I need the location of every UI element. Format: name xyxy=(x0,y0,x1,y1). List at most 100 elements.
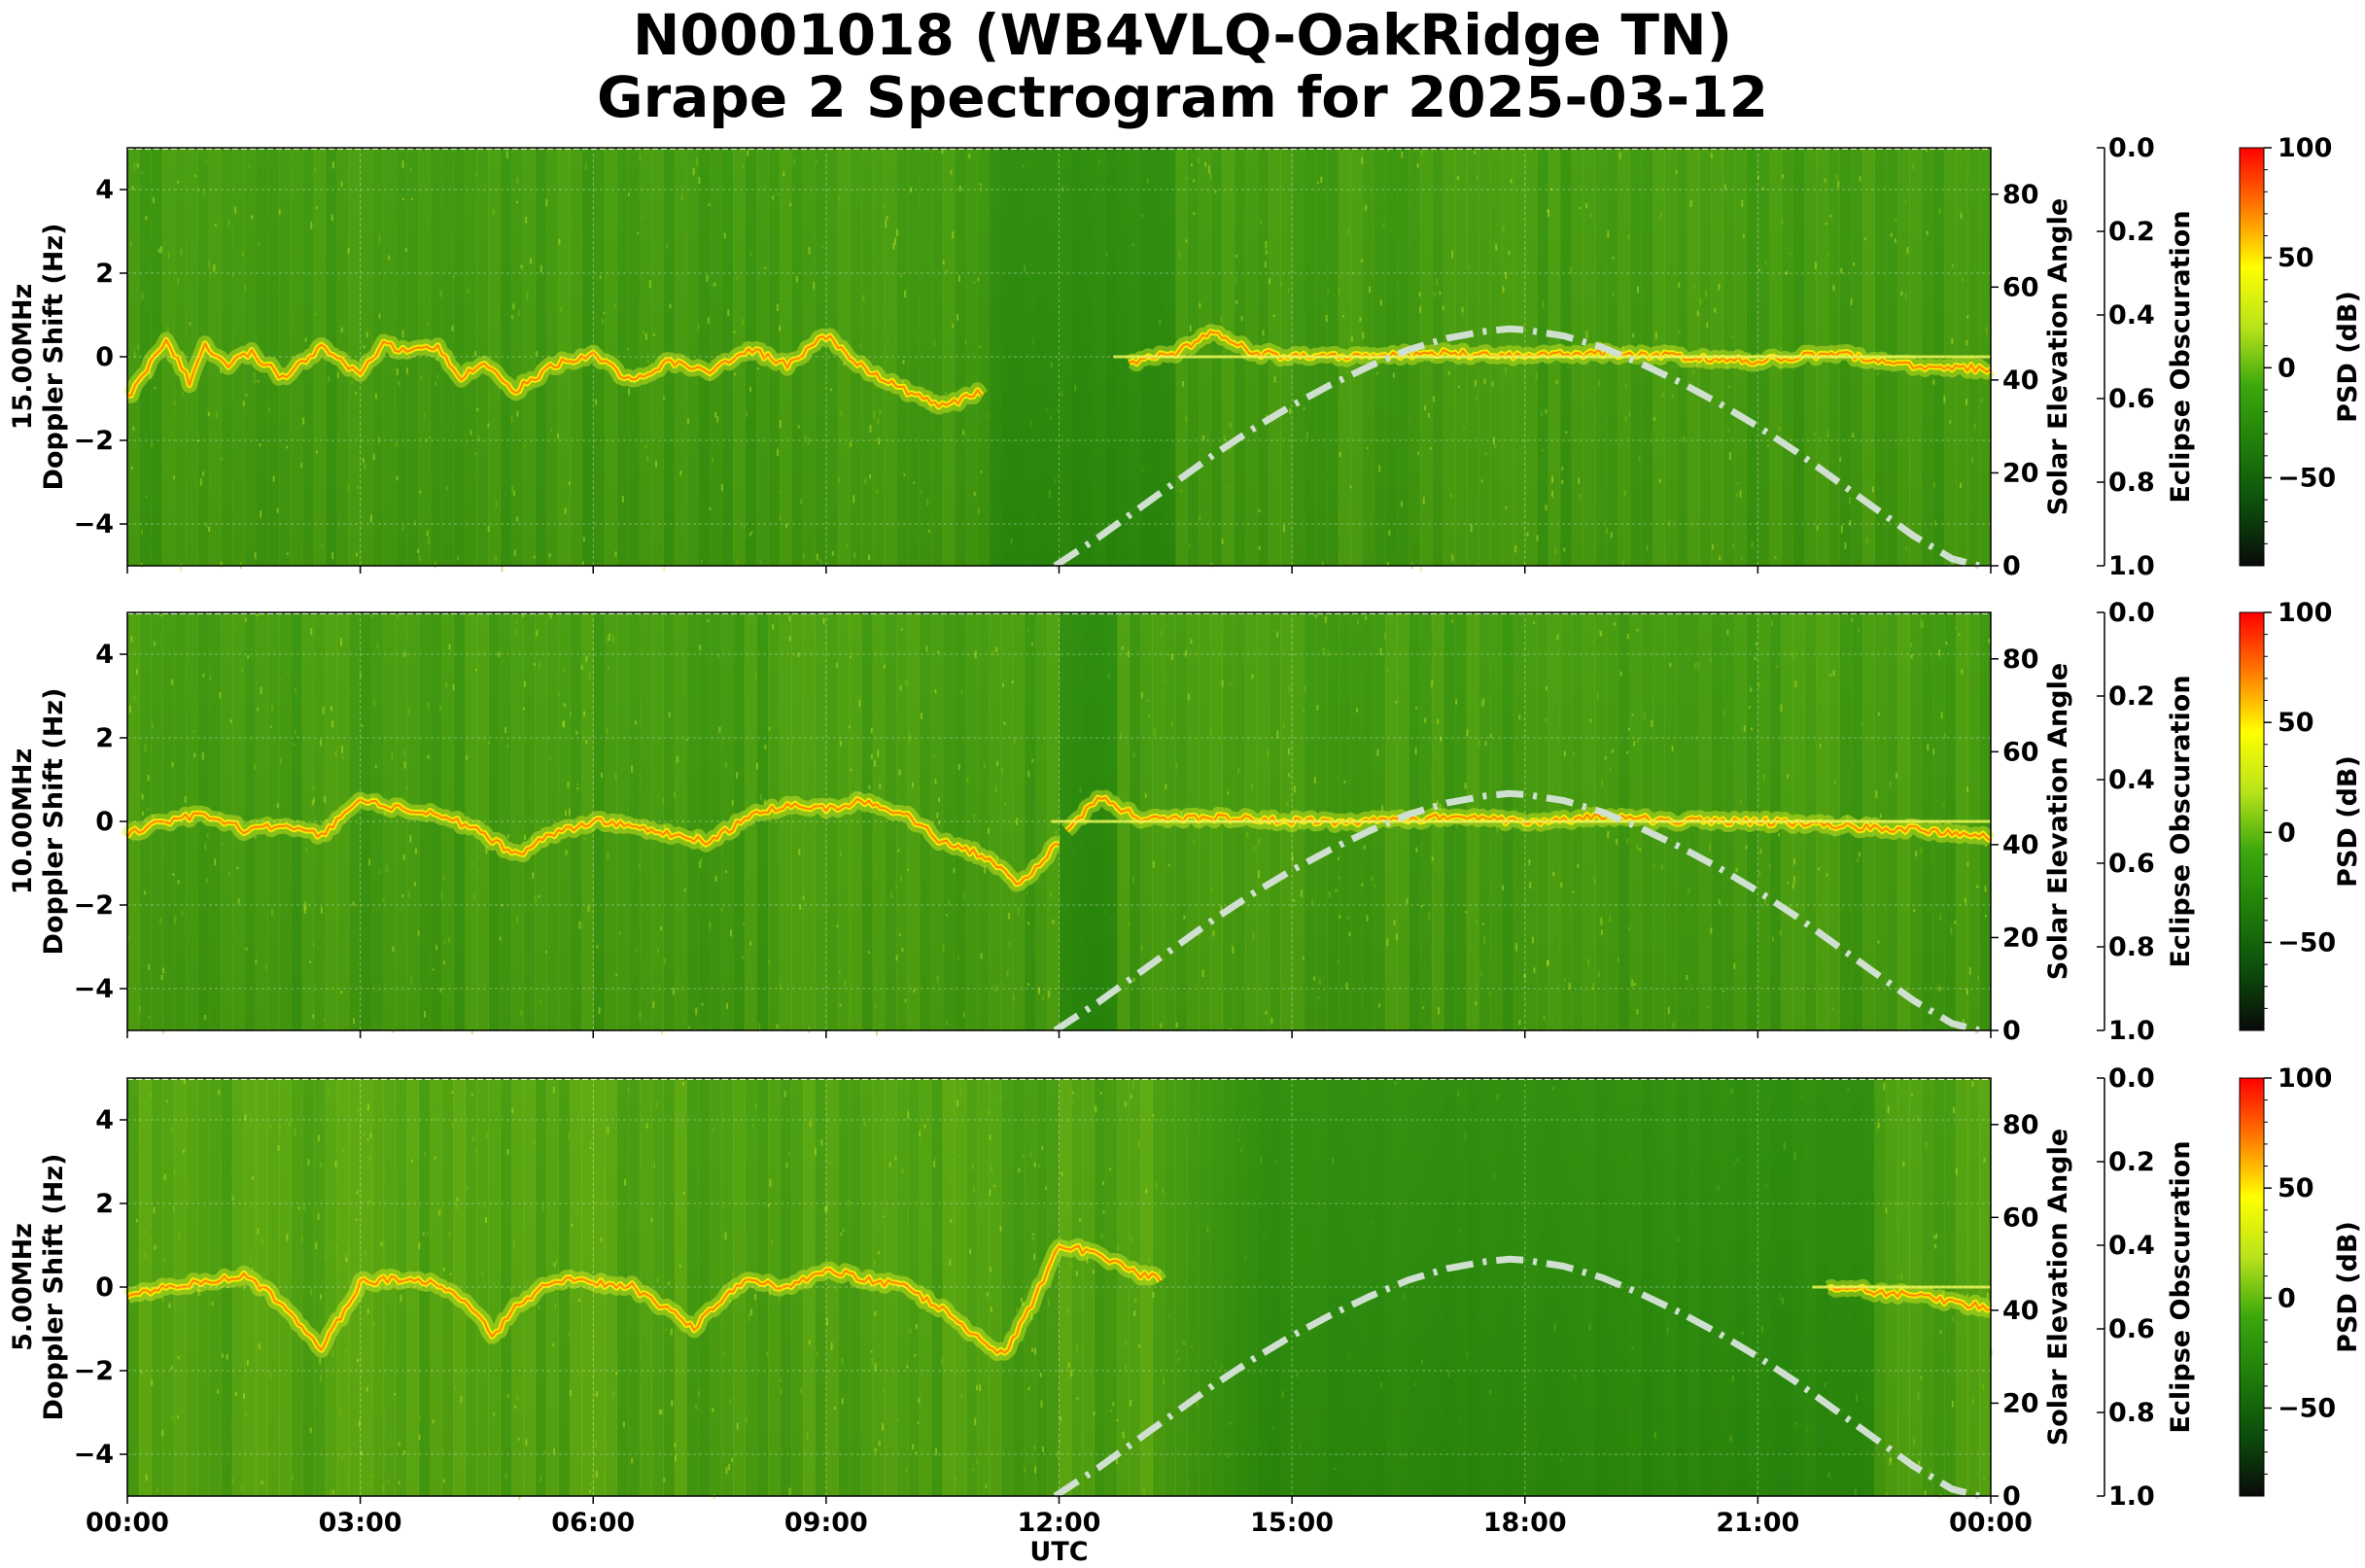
speckle xyxy=(1829,214,1832,218)
speckle xyxy=(1794,680,1797,688)
noise-column xyxy=(1024,612,1037,1030)
speckle xyxy=(1971,1398,1974,1406)
speckle xyxy=(1146,178,1149,184)
speckle xyxy=(1424,405,1427,411)
speckle xyxy=(950,1219,953,1224)
noise-column xyxy=(745,1078,757,1496)
speckle xyxy=(369,514,372,523)
noise-column xyxy=(348,612,362,1030)
spectrogram-plot xyxy=(123,1078,1995,1501)
speckle xyxy=(1029,1151,1032,1158)
speckle xyxy=(920,490,922,494)
speckle xyxy=(1825,223,1827,226)
speckle xyxy=(862,295,865,302)
speckle xyxy=(1220,905,1223,914)
speckle xyxy=(368,858,371,866)
speckle xyxy=(816,1351,818,1357)
speckle xyxy=(451,325,454,331)
speckle xyxy=(340,991,343,993)
speckle xyxy=(1054,477,1057,485)
speckle xyxy=(1258,870,1261,879)
speckle xyxy=(1780,704,1783,712)
speckle xyxy=(1016,1307,1019,1313)
speckle xyxy=(1033,1253,1036,1260)
noise-column xyxy=(651,148,664,566)
speckle xyxy=(1386,562,1389,568)
speckle xyxy=(1759,849,1762,854)
speckle xyxy=(1027,770,1030,778)
speckle xyxy=(144,744,147,752)
speckle xyxy=(291,1473,294,1481)
noise-column xyxy=(570,1078,582,1496)
speckle xyxy=(1612,256,1615,260)
speckle xyxy=(1942,803,1945,807)
speckle xyxy=(1814,261,1817,270)
speckle xyxy=(1835,173,1838,181)
speckle xyxy=(162,967,165,974)
speckle xyxy=(1366,446,1369,450)
speckle xyxy=(286,445,289,449)
speckle xyxy=(1214,1360,1217,1365)
speckle xyxy=(731,1457,733,1462)
speckle xyxy=(401,526,404,531)
speckle xyxy=(309,960,312,963)
speckle xyxy=(578,1299,580,1303)
speckle xyxy=(1618,152,1621,159)
speckle xyxy=(269,1372,272,1379)
speckle xyxy=(1356,708,1359,713)
speckle xyxy=(1183,915,1186,920)
speckle xyxy=(900,628,903,631)
speckle xyxy=(1628,926,1630,931)
speckle xyxy=(568,1132,570,1140)
noise-column xyxy=(348,148,362,566)
speckle xyxy=(1050,362,1053,368)
speckle xyxy=(568,808,571,817)
speckle xyxy=(1592,983,1595,991)
speckle xyxy=(956,1099,959,1107)
speckle xyxy=(972,1468,975,1471)
speckle xyxy=(714,875,717,882)
y-axis-label: Doppler Shift (Hz) xyxy=(39,1154,69,1421)
noise-column xyxy=(278,1078,292,1496)
speckle xyxy=(382,1484,385,1491)
speckle xyxy=(1092,1270,1095,1274)
speckle xyxy=(310,1289,312,1296)
speckle xyxy=(253,371,256,379)
speckle xyxy=(1365,615,1368,620)
speckle xyxy=(1829,674,1831,677)
speckle xyxy=(1343,781,1346,784)
speckle xyxy=(1480,479,1483,483)
speckle xyxy=(888,1162,891,1167)
speckle xyxy=(539,1476,542,1482)
speckle xyxy=(615,974,618,977)
speckle xyxy=(1303,708,1305,713)
speckle xyxy=(165,1099,168,1103)
speckle xyxy=(1314,613,1317,618)
speckle xyxy=(900,272,903,278)
speckle xyxy=(755,762,758,770)
speckle xyxy=(973,1185,975,1193)
eclipse-tick-label: 0.4 xyxy=(2108,765,2155,795)
speckle xyxy=(787,1152,790,1157)
speckle xyxy=(1771,620,1773,627)
speckle xyxy=(1626,750,1629,754)
speckle xyxy=(1175,1022,1178,1028)
noise-column xyxy=(989,148,1002,566)
speckle xyxy=(364,464,366,470)
speckle xyxy=(1973,423,1976,430)
speckle xyxy=(1313,777,1316,784)
speckle xyxy=(1026,890,1028,894)
speckle xyxy=(1781,219,1784,224)
speckle xyxy=(1449,493,1452,499)
speckle xyxy=(439,988,442,993)
speckle xyxy=(1856,1394,1859,1403)
speckle xyxy=(1227,791,1230,795)
noise-column xyxy=(500,612,512,1030)
colorbar-tick-label: 50 xyxy=(2278,243,2314,273)
speckle xyxy=(697,325,700,330)
speckle xyxy=(728,1463,731,1471)
speckle xyxy=(1781,174,1784,179)
speckle xyxy=(1451,554,1454,562)
speckle xyxy=(709,373,712,382)
noise-column xyxy=(1571,1078,1584,1496)
